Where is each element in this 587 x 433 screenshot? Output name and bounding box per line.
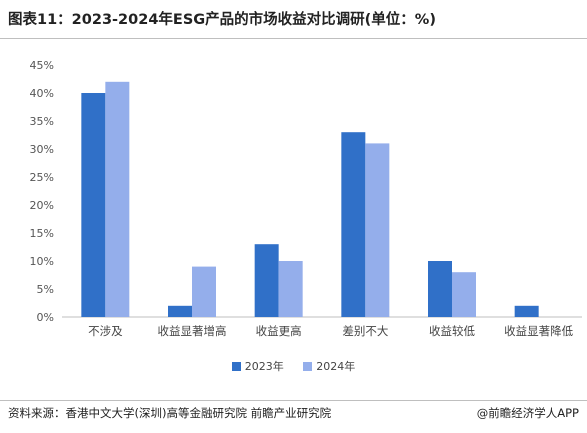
x-tick-label: 收益显著增高 (158, 324, 227, 338)
legend-label-2023: 2023年 (245, 360, 284, 373)
bar-2023 (255, 244, 279, 317)
legend-item-2023: 2023年 (232, 358, 284, 374)
footer-divider (0, 400, 587, 401)
y-tick-label: 5% (37, 283, 54, 296)
y-tick-label: 15% (30, 227, 54, 240)
bar-2023 (81, 93, 105, 317)
legend-label-2024: 2024年 (316, 360, 355, 373)
bar-2024 (105, 82, 129, 317)
y-tick-label: 10% (30, 255, 54, 268)
bar-2023 (428, 261, 452, 317)
credit-note: @前瞻经济学人APP (477, 405, 579, 421)
legend-item-2024: 2024年 (303, 358, 355, 374)
bar-chart: 0% 5% 10% 15% 20% 25% 30% 35% 40% 45% 不涉及 收益显著增高 收益更… (0, 40, 587, 355)
y-tick-label: 40% (30, 87, 54, 100)
y-tick-label: 30% (30, 143, 54, 156)
x-tick-label: 收益显著降低 (504, 324, 573, 338)
x-tick-label: 不涉及 (88, 324, 123, 338)
bar-2024 (279, 261, 303, 317)
bar-2024 (365, 143, 389, 317)
y-tick-label: 25% (30, 171, 54, 184)
y-tick-label: 45% (30, 59, 54, 72)
legend-swatch-2024 (303, 362, 312, 371)
title-divider (0, 38, 587, 39)
bar-2023 (341, 132, 365, 317)
bar-2024 (192, 267, 216, 317)
source-note: 资料来源：香港中文大学(深圳)高等金融研究院 前瞻产业研究院 (8, 405, 331, 421)
bar-2023 (515, 306, 539, 317)
bar-2023 (168, 306, 192, 317)
y-tick-label: 0% (37, 311, 54, 324)
y-tick-label: 20% (30, 199, 54, 212)
chart-title: 图表11：2023-2024年ESG产品的市场收益对比调研(单位：%) (8, 8, 436, 29)
x-tick-label: 差别不大 (342, 324, 388, 338)
x-tick-label: 收益较低 (429, 324, 475, 338)
bar-2024 (452, 272, 476, 317)
legend: 2023年 2024年 (0, 358, 587, 374)
legend-swatch-2023 (232, 362, 241, 371)
y-tick-label: 35% (30, 115, 54, 128)
x-tick-label: 收益更高 (256, 324, 302, 338)
